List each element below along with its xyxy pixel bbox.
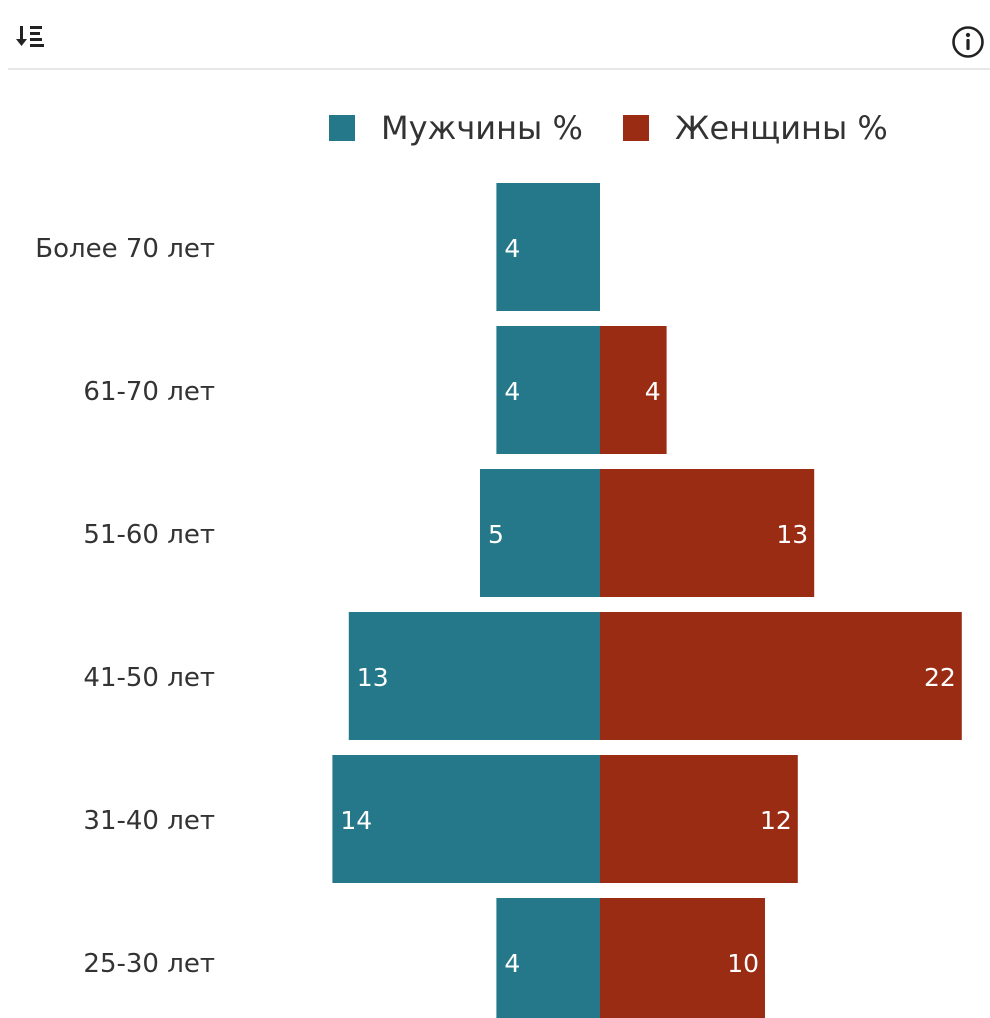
chart-toolbar <box>0 0 990 70</box>
category-label: 25-30 лет <box>83 949 215 979</box>
bar-women[interactable] <box>600 898 765 1018</box>
category-label: Более 70 лет <box>35 234 215 264</box>
sort-button[interactable] <box>16 22 56 58</box>
bar-men[interactable] <box>496 326 600 454</box>
category-label: 61-70 лет <box>83 377 215 407</box>
legend-label-men[interactable]: Мужчины % <box>381 109 583 147</box>
bar-women[interactable] <box>600 326 667 454</box>
legend-swatch-men <box>329 115 355 141</box>
bar-men[interactable] <box>332 755 600 883</box>
legend-swatch-women <box>623 115 649 141</box>
legend-label-women[interactable]: Женщины % <box>675 109 888 147</box>
category-label: 41-50 лет <box>83 663 215 693</box>
bar-women[interactable] <box>600 755 798 883</box>
bar-men[interactable] <box>348 612 600 740</box>
bar-women[interactable] <box>600 469 815 597</box>
sort-descending-icon <box>16 26 44 47</box>
toolbar-divider <box>8 68 990 70</box>
bar-women[interactable] <box>600 612 962 740</box>
bar-men[interactable] <box>496 898 600 1018</box>
bar-men[interactable] <box>496 183 600 311</box>
info-button[interactable] <box>950 24 986 60</box>
category-label: 31-40 лет <box>83 806 215 836</box>
category-label: 51-60 лет <box>83 520 215 550</box>
info-icon <box>952 26 984 58</box>
bar-men[interactable] <box>480 469 600 597</box>
